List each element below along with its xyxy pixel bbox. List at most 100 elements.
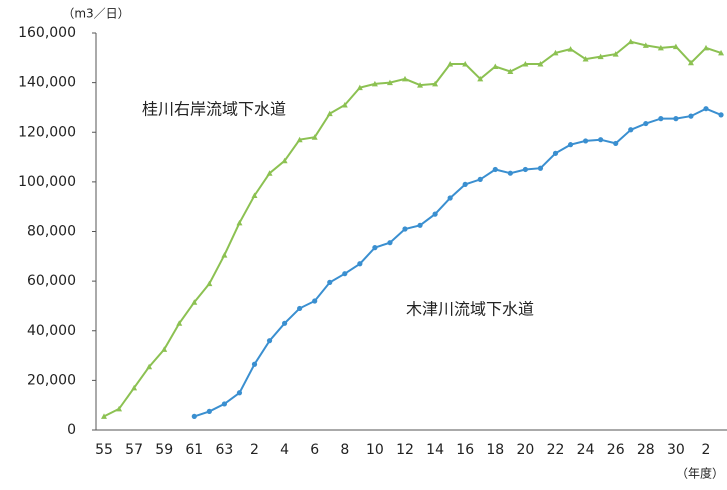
x-tick-label: 12 xyxy=(396,442,414,458)
marker xyxy=(657,44,664,51)
x-tick-label: 26 xyxy=(607,442,625,458)
marker xyxy=(507,170,513,176)
marker xyxy=(432,211,438,217)
marker xyxy=(236,390,243,396)
marker xyxy=(251,192,258,199)
marker xyxy=(552,49,559,56)
marker xyxy=(282,320,288,326)
y-unit-label: （m3／日） xyxy=(62,7,129,21)
marker xyxy=(297,305,303,312)
x-tick-label: 55 xyxy=(95,442,113,458)
marker xyxy=(477,75,484,82)
x-tick-label: 61 xyxy=(185,442,203,458)
marker xyxy=(643,120,649,127)
series-line xyxy=(193,107,722,418)
marker xyxy=(402,226,408,232)
series-line xyxy=(103,40,722,418)
y-tick-label: 100,000 xyxy=(18,174,76,190)
x-unit-label: （年度） xyxy=(676,466,724,481)
x-tick-label: 24 xyxy=(577,442,595,458)
y-tick-label: 0 xyxy=(67,422,76,438)
marker xyxy=(236,219,243,226)
marker xyxy=(492,63,499,69)
marker xyxy=(326,110,333,117)
marker xyxy=(567,46,574,52)
y-tick-label: 140,000 xyxy=(18,75,76,91)
marker xyxy=(221,252,228,258)
marker xyxy=(627,38,634,45)
marker xyxy=(522,61,529,67)
y-tick-label: 20,000 xyxy=(27,372,76,388)
x-tick-label: 14 xyxy=(426,442,444,458)
y-tick-label: 60,000 xyxy=(27,273,76,289)
marker xyxy=(296,136,303,143)
marker xyxy=(266,170,273,176)
x-tick-label: 22 xyxy=(547,442,565,458)
marker xyxy=(718,112,724,118)
marker xyxy=(688,113,694,119)
marker xyxy=(327,279,333,285)
marker xyxy=(718,49,725,56)
marker xyxy=(281,157,288,164)
y-tick-label: 40,000 xyxy=(27,323,76,339)
y-tick-label: 80,000 xyxy=(27,224,76,240)
marker xyxy=(342,271,348,277)
marker xyxy=(146,363,153,370)
series-label: 桂川右岸流域下水道 xyxy=(142,100,286,119)
marker xyxy=(673,116,679,122)
y-tick-label: 160,000 xyxy=(18,25,76,41)
x-tick-label: 10 xyxy=(366,442,384,458)
marker xyxy=(206,408,212,414)
marker xyxy=(372,245,378,251)
marker xyxy=(598,137,604,143)
series-label: 木津川流域下水道 xyxy=(406,300,534,319)
x-tick-label: 8 xyxy=(340,442,349,458)
marker xyxy=(703,44,709,51)
marker xyxy=(432,80,439,87)
marker xyxy=(687,59,694,66)
marker xyxy=(387,240,393,246)
marker xyxy=(552,150,559,156)
x-tick-label: 30 xyxy=(667,442,685,458)
marker xyxy=(116,405,123,412)
x-tick-label: 59 xyxy=(155,442,173,458)
marker xyxy=(161,346,168,352)
marker xyxy=(703,106,709,112)
marker xyxy=(583,138,589,144)
marker xyxy=(312,298,318,304)
marker xyxy=(672,43,679,50)
marker xyxy=(357,261,363,267)
marker xyxy=(266,338,273,344)
marker xyxy=(462,61,469,67)
marker xyxy=(206,280,213,287)
marker xyxy=(567,142,574,148)
marker xyxy=(221,401,227,407)
marker xyxy=(537,61,544,67)
marker xyxy=(507,68,514,74)
marker xyxy=(402,75,408,82)
marker xyxy=(447,195,453,201)
marker xyxy=(612,51,619,57)
marker xyxy=(191,299,198,305)
marker xyxy=(101,413,107,419)
marker xyxy=(417,222,423,228)
marker xyxy=(176,320,183,326)
x-tick-label: 6 xyxy=(310,442,319,458)
marker xyxy=(462,181,468,187)
marker xyxy=(597,53,604,60)
marker xyxy=(341,101,348,108)
x-tick-label: 63 xyxy=(215,442,233,458)
x-tick-label: 2 xyxy=(702,442,711,458)
x-tick-label: 20 xyxy=(516,442,534,458)
marker xyxy=(582,56,589,62)
marker xyxy=(191,413,197,419)
marker xyxy=(131,384,138,391)
marker xyxy=(356,84,363,91)
marker xyxy=(658,116,664,122)
x-tick-label: 28 xyxy=(637,442,655,458)
x-tick-label: 2 xyxy=(250,442,259,458)
marker xyxy=(386,79,393,86)
x-tick-label: 57 xyxy=(125,442,143,458)
